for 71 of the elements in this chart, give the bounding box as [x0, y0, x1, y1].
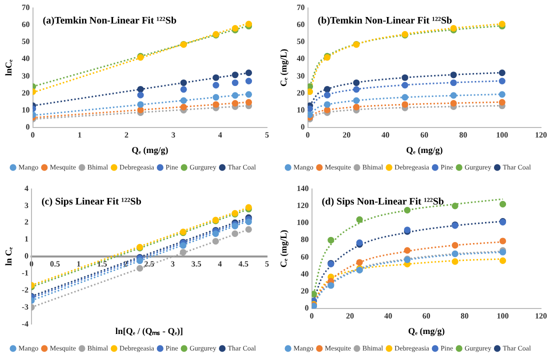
- y-tick-label: 30: [22, 71, 30, 80]
- x-axis-title: Qₑ (mg/g): [406, 144, 443, 155]
- y-tick-label: 100: [296, 218, 309, 228]
- text: (b)Temkin Non-Linear Fit ¹²²Sb: [318, 15, 453, 26]
- y-tick-label: 20: [296, 88, 305, 98]
- y-axis-title: ln Cₑ: [4, 246, 14, 266]
- x-tick-label: 20: [342, 130, 351, 140]
- y-axis-title: Cₑ (mg/L): [278, 230, 289, 268]
- y-tick-label: 40: [300, 269, 309, 278]
- x-tick-label: 2.5: [144, 259, 154, 268]
- y-tick-label: 50: [296, 37, 305, 46]
- x-tick-label: 40: [382, 130, 390, 140]
- x-tick-label: 60: [420, 130, 428, 140]
- x-tick-label: 4: [218, 130, 222, 140]
- y-axis-title: lnCₑ: [4, 58, 14, 76]
- y-tick-label: 3: [24, 200, 28, 210]
- x-tick-label: 3.5: [191, 259, 202, 268]
- y-tick-label: 0: [24, 252, 28, 261]
- y-tick-label: -2: [22, 285, 28, 294]
- x-tick-label: 3: [170, 259, 175, 268]
- y-tick-label: 80: [300, 235, 309, 244]
- x-tick-label: 5: [265, 130, 269, 140]
- y-tick-label: 40: [22, 54, 30, 64]
- text: (c) Sips Linear Fit ¹²²Sb: [41, 196, 142, 208]
- y-tick-label: 10: [296, 106, 305, 115]
- y-tick-label: -3: [22, 302, 28, 312]
- x-tick-label: 1: [76, 259, 81, 268]
- y-tick-label: 0: [300, 122, 305, 132]
- x-tick-label: 4: [218, 259, 222, 268]
- x-tick-label: 80: [460, 311, 469, 320]
- y-tick-label: 20: [22, 88, 30, 98]
- y-axis-title: Cₑ (mg/L): [278, 48, 289, 86]
- y-tick-label: 4: [24, 184, 28, 193]
- x-tick-label: 2: [124, 130, 128, 140]
- x-tick-label: 120: [535, 130, 547, 140]
- y-tick-label: 40: [296, 54, 305, 64]
- x-tick-label: 80: [459, 130, 468, 140]
- x-tick-label: 1: [78, 130, 82, 140]
- y-tick-label: 140: [296, 184, 309, 193]
- x-tick-label: 100: [496, 130, 508, 140]
- text: (a)Temkin Non-Linear Fit ¹²²Sb: [42, 15, 177, 26]
- y-tick-label: 60: [296, 20, 305, 29]
- x-tick-label: 4.5: [238, 259, 248, 268]
- y-tick-label: 120: [296, 200, 309, 210]
- x-axis-title: ln[Qₑ / (Qₘₛ - Qₑ)]: [115, 326, 184, 336]
- x-tick-label: 1.5: [97, 259, 108, 268]
- y-tick-label: 60: [300, 252, 309, 262]
- y-tick-label: 70: [296, 2, 305, 12]
- y-tick-label: 60: [22, 20, 30, 29]
- y-tick-label: 50: [22, 37, 30, 46]
- text: (d) Sips Non-Linear Fit ¹²²Sb: [322, 196, 444, 208]
- x-tick-label: 40: [384, 311, 392, 320]
- x-tick-label: 60: [422, 311, 430, 320]
- x-tick-label: 3: [171, 130, 176, 140]
- x-tick-label: 120: [535, 311, 547, 320]
- y-tick-label: 20: [300, 286, 309, 296]
- y-tick-label: 70: [22, 2, 30, 12]
- x-axis-title: Qₑ (mg/g): [132, 144, 168, 155]
- y-tick-label: 1: [24, 234, 28, 244]
- y-tick-label: 2: [24, 218, 28, 227]
- x-tick-label: 20: [346, 311, 354, 320]
- x-tick-label: 5: [265, 259, 269, 268]
- y-tick-label: 10: [22, 106, 30, 115]
- y-tick-label: -4: [22, 319, 28, 328]
- y-tick-label: 30: [296, 71, 305, 80]
- x-axis-title: Qₑ (mg/g): [408, 326, 445, 336]
- y-tick-label: 0: [26, 122, 30, 132]
- y-tick-label: -1: [22, 268, 28, 278]
- y-tick-label: 0: [304, 304, 309, 313]
- x-tick-label: 0.5: [50, 259, 60, 268]
- x-tick-label: 100: [496, 311, 509, 320]
